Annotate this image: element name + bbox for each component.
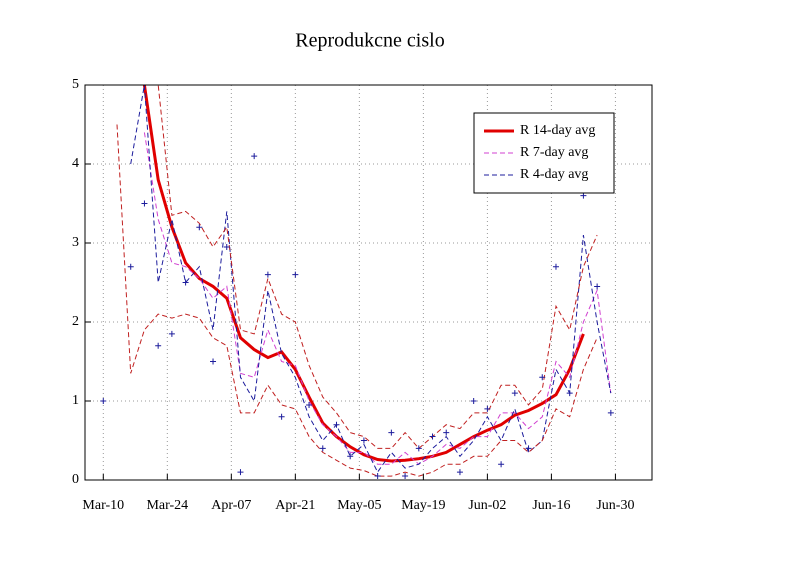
data-point xyxy=(141,200,148,207)
legend-label: R 4-day avg xyxy=(520,167,588,182)
data-point xyxy=(429,433,436,440)
data-point xyxy=(607,409,614,416)
x-tick-label: May-05 xyxy=(337,498,381,513)
data-point xyxy=(292,271,299,278)
x-tick-label: Mar-24 xyxy=(146,498,188,513)
data-point xyxy=(278,413,285,420)
data-point xyxy=(484,405,491,412)
legend-label: R 7-day avg xyxy=(520,145,588,160)
data-point xyxy=(196,224,203,231)
data-point xyxy=(511,390,518,397)
plot-frame xyxy=(84,84,653,481)
data-point xyxy=(539,374,546,381)
plot-marks xyxy=(100,85,614,480)
data-point xyxy=(100,398,107,404)
x-tick-label: Mar-10 xyxy=(82,498,124,513)
data-point xyxy=(360,437,367,444)
x-tick-label: Apr-21 xyxy=(275,498,315,513)
data-point xyxy=(388,429,395,436)
data-point xyxy=(594,283,601,290)
data-point xyxy=(415,445,422,452)
data-point xyxy=(251,153,258,160)
data-point xyxy=(155,342,162,349)
data-point xyxy=(127,263,134,270)
data-point xyxy=(333,421,340,428)
series-line xyxy=(157,85,598,450)
x-tick-label: Jun-02 xyxy=(468,498,506,513)
data-point xyxy=(552,263,559,270)
data-point xyxy=(237,469,244,476)
y-tick-label: 2 xyxy=(72,314,79,329)
data-point xyxy=(525,445,532,452)
y-tick-label: 0 xyxy=(72,472,79,487)
legend: R 14-day avg R 7-day avg R 4-day avg xyxy=(473,112,615,194)
data-point xyxy=(210,358,217,365)
x-tick-label: Jun-30 xyxy=(596,498,634,513)
data-point xyxy=(347,453,354,460)
axes: 0 1 2 3 4 5 Mar-10 Mar-24 Apr-07 Apr-21 May-05 May-… xyxy=(72,77,634,513)
data-point xyxy=(456,469,463,476)
legend-box xyxy=(473,112,615,194)
data-point xyxy=(566,390,573,397)
x-tick-label: Apr-07 xyxy=(211,498,251,513)
data-point xyxy=(443,429,450,436)
legend-label: R 14-day avg xyxy=(520,123,595,138)
data-point xyxy=(182,279,189,286)
data-point xyxy=(306,401,313,408)
data-point xyxy=(319,445,326,452)
data-point xyxy=(168,330,175,337)
data-point xyxy=(498,461,505,468)
series-line xyxy=(116,124,598,477)
y-tick-label: 1 xyxy=(72,393,79,408)
data-point xyxy=(470,398,477,404)
data-point xyxy=(374,473,381,480)
y-tick-label: 5 xyxy=(72,77,79,92)
y-tick-label: 3 xyxy=(72,235,79,250)
data-point xyxy=(580,192,587,199)
data-point xyxy=(223,243,230,250)
series-line xyxy=(143,132,612,465)
data-point xyxy=(264,271,271,278)
y-tick-label: 4 xyxy=(72,156,79,171)
x-tick-label: Jun-16 xyxy=(532,498,570,513)
chart-title: Reprodukcne cislo xyxy=(295,30,444,52)
x-tick-label: May-19 xyxy=(401,498,445,513)
data-point xyxy=(402,473,409,480)
